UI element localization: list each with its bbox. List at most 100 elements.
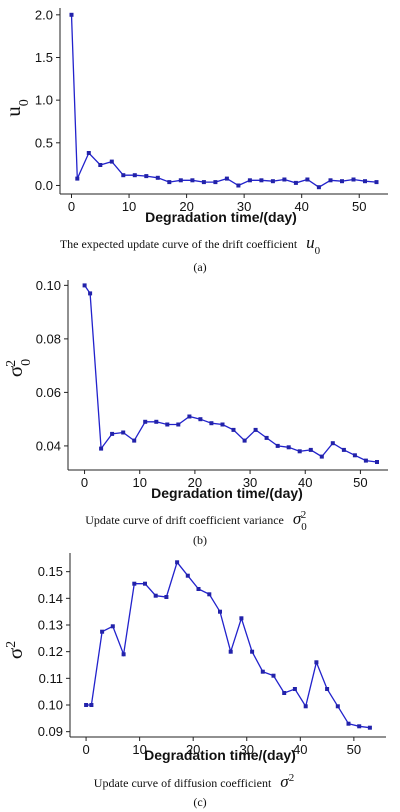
panel-a-data-point	[69, 12, 74, 17]
panel-b-data-point	[176, 422, 181, 427]
panel-a-data-point	[305, 177, 310, 182]
panel-a-data-point	[109, 159, 114, 164]
panel-b-x-tick-label: 40	[298, 475, 312, 490]
panel-c-data-point	[121, 652, 126, 657]
panel-b-data-point	[132, 438, 137, 443]
panel-a-data-point	[282, 177, 287, 182]
panel-b-xlabel: Degradation time/(day)	[151, 485, 303, 501]
panel-b-x-tick-label: 20	[188, 475, 202, 490]
panel-c-x-tick-label: 0	[82, 742, 89, 757]
panel-c-data-point	[153, 593, 158, 598]
panel-a-y-tick-label: 2.0	[35, 7, 53, 22]
panel-c-series-line	[86, 560, 370, 729]
panel-b-data-point	[319, 454, 324, 459]
panel-a-y-tick-label: 1.5	[35, 50, 53, 65]
panel-a-data-point	[132, 173, 137, 178]
panel-a-data-point	[363, 179, 367, 184]
panel-a-series-line	[70, 14, 377, 188]
panel-c-series	[84, 560, 372, 730]
panel-a-data-point	[316, 185, 321, 190]
panel-a-ylabel: u0	[1, 99, 32, 117]
panel-b-ylabel: σ02	[3, 359, 34, 377]
panel-b-data-point	[264, 435, 269, 440]
panel-c-data-point	[250, 649, 255, 654]
panel-b-data-point	[110, 431, 115, 436]
panel-a-data-point	[201, 180, 206, 185]
panel-b-series-line	[84, 285, 378, 463]
panel-c-x-tick-label: 50	[347, 742, 361, 757]
panel-a-data-point	[155, 175, 160, 180]
panel-a-xlabel: Degradation time/(day)	[145, 209, 297, 225]
panel-a-data-point	[144, 174, 149, 179]
panel-a-data-point	[190, 178, 195, 183]
panel-b-data-point	[198, 417, 203, 422]
panel-a-data-point	[75, 176, 80, 181]
panel-c-caption: Update curve of diffusion coefficient σ2	[94, 772, 294, 791]
panel-c-y-tick-label: 0.13	[38, 618, 63, 633]
panel-b-data-point	[187, 414, 192, 419]
panel-a-data-point	[374, 180, 379, 185]
panel-c-ylabel: σ2	[3, 641, 27, 659]
panel-c-data-point	[164, 595, 169, 599]
panel-a-data-point	[270, 179, 275, 184]
panel-a-data-point	[328, 178, 333, 183]
panel-c-data-point	[325, 687, 330, 691]
panel-a-x-tick-label: 30	[237, 199, 251, 214]
panel-b-data-point	[363, 458, 368, 463]
panel-a-data-point	[86, 151, 91, 155]
panel-b-x-tick-label: 10	[132, 475, 146, 490]
panel-a-data-point	[178, 178, 183, 183]
panel-c-data-point	[260, 669, 265, 674]
panel-c-data-point	[110, 624, 115, 629]
panel-c-y-tick-label: 0.12	[38, 644, 63, 659]
panel-b-data-point	[275, 443, 280, 448]
panel-c-x-tick-label: 20	[186, 742, 200, 757]
panel-a-data-point	[293, 180, 298, 185]
panel-b-axes: 0 10 20 30 40 50 0.04 0.06 0.08 0.10	[36, 278, 388, 490]
panel-a-y-tick-label: 0.5	[35, 135, 53, 150]
panel-c-data-point	[239, 616, 244, 621]
panel-b-tag: (b)	[193, 533, 207, 547]
panel-c-data-point	[175, 560, 180, 565]
panel-b-x-tick-label: 50	[353, 475, 367, 490]
panel-c-x-tick-label: 30	[240, 742, 254, 757]
panel-b-data-point	[231, 427, 236, 432]
panel-b-data-point	[286, 445, 291, 450]
panel-a-data-point	[340, 179, 344, 184]
panel-c-data-point	[89, 703, 94, 707]
panel-a-data-point	[247, 178, 252, 183]
panel-b-data-point	[209, 421, 214, 426]
panel-a-x-tick-label: 10	[122, 199, 136, 214]
panel-a-data-point	[236, 183, 241, 188]
panel-a-y-tick-label: 1.0	[35, 93, 53, 108]
panel-b-data-point	[99, 446, 104, 451]
panel-b-data-point	[88, 291, 93, 296]
panel-c-data-point	[292, 687, 297, 691]
panel-c: 0 10 20 30 40 500.090.100.110.120.130.140.15 …	[3, 553, 386, 809]
panel-c-tag: (c)	[193, 795, 206, 809]
panel-b-data-point	[375, 460, 379, 464]
panel-c-data-point	[207, 592, 212, 597]
panel-c-data-point	[282, 691, 287, 695]
panel-a-series	[69, 12, 379, 190]
panel-a-axes: 0 10 20 30 40 50 0.0 0.5 1.0 1.5 2.0	[35, 7, 388, 214]
panel-c-data-point	[314, 660, 319, 665]
panel-b-data-point	[154, 419, 159, 424]
panel-b-data-point	[297, 449, 302, 454]
panel-c-x-tick-label: 10	[132, 742, 146, 757]
panel-b-data-point	[143, 419, 148, 424]
panel-c-data-point	[346, 721, 351, 726]
panel-b-data-point	[352, 453, 357, 458]
panel-a-x-tick-label: 20	[179, 199, 193, 214]
panel-b-y-tick-label: 0.04	[36, 438, 61, 453]
panel-b-x-tick-label: 30	[243, 475, 257, 490]
panel-a-data-point	[259, 178, 264, 183]
panel-b-data-point	[82, 283, 87, 288]
panel-c-data-point	[228, 649, 233, 654]
panel-b-series	[82, 283, 379, 464]
panel-b-y-tick-label: 0.10	[36, 278, 61, 293]
panel-a-caption: The expected update curve of the drift c…	[60, 233, 321, 257]
panel-c-data-point	[132, 581, 137, 586]
panel-b-data-point	[121, 430, 126, 435]
